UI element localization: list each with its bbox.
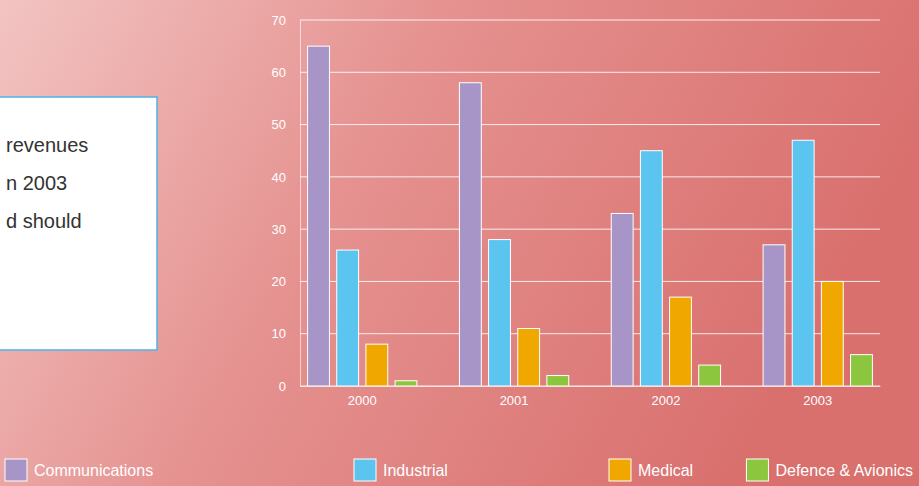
y-tick: 20 (272, 274, 300, 289)
bar (489, 240, 511, 386)
y-tick-label: 10 (272, 326, 286, 341)
x-tick: 2003 (803, 386, 832, 408)
y-tick-label: 0 (279, 379, 286, 394)
y-axis-line (300, 21, 301, 387)
annotation-text: d should (6, 210, 82, 232)
y-tick-label: 40 (272, 170, 286, 185)
x-tick: 2000 (348, 386, 377, 408)
y-tick: 0 (279, 379, 300, 394)
bar (611, 213, 633, 386)
bar (395, 381, 417, 386)
bar (337, 250, 359, 386)
bar (851, 355, 873, 386)
legend-label: Defence & Avionics (775, 462, 913, 479)
chart: 0 10 20 30 40 50 60 70 2000 2001 2002 2003 revenues n… (0, 0, 919, 486)
bar (699, 365, 721, 386)
legend-swatch (5, 459, 27, 481)
legend-item: Defence & Avionics (746, 459, 913, 481)
grid-line (300, 124, 880, 125)
bar (670, 297, 692, 386)
bar-series (308, 46, 785, 386)
annotation-box (0, 97, 157, 350)
x-axis: 2000 2001 2002 2003 (301, 386, 881, 408)
y-tick-label: 50 (272, 117, 286, 132)
y-tick: 50 (272, 117, 300, 132)
grid-line (300, 72, 880, 73)
x-tick-label: 2003 (803, 393, 832, 408)
y-tick-label: 70 (272, 13, 286, 28)
bar (366, 344, 388, 386)
bar (792, 140, 814, 386)
bar-series (366, 281, 843, 386)
legend: Communications Industrial Medical Defence &… (5, 459, 913, 481)
bar-series (395, 355, 872, 386)
bars (308, 46, 873, 386)
y-axis: 0 10 20 30 40 50 60 70 (272, 13, 301, 394)
legend-item: Medical (609, 459, 693, 481)
x-tick-label: 2000 (348, 393, 377, 408)
bar (459, 83, 481, 386)
legend-label: Industrial (383, 462, 448, 479)
legend-swatch (609, 459, 631, 481)
x-tick-label: 2002 (651, 393, 680, 408)
bar (308, 46, 330, 386)
legend-item: Industrial (354, 459, 448, 481)
x-tick-label: 2001 (500, 393, 529, 408)
x-tick: 2001 (500, 386, 529, 408)
annotation-text: revenues (6, 134, 88, 156)
legend-label: Medical (638, 462, 693, 479)
x-axis-line (301, 386, 881, 387)
y-tick-label: 30 (272, 222, 286, 237)
legend-item: Communications (5, 459, 153, 481)
annotation-text: n 2003 (6, 172, 67, 194)
y-tick-label: 60 (272, 65, 286, 80)
y-tick: 60 (272, 65, 300, 80)
grid (300, 20, 880, 386)
y-tick: 70 (272, 13, 300, 28)
bar (518, 328, 540, 386)
y-tick-label: 20 (272, 274, 286, 289)
y-tick: 40 (272, 170, 300, 185)
bar-series (337, 140, 814, 386)
bar (763, 245, 785, 386)
y-tick: 30 (272, 222, 300, 237)
legend-label: Communications (34, 462, 153, 479)
y-tick: 10 (272, 326, 300, 341)
bar (547, 376, 569, 386)
x-tick: 2002 (651, 386, 680, 408)
annotation: revenues n 2003 d should (0, 97, 157, 350)
legend-swatch (354, 459, 376, 481)
legend-swatch (746, 459, 768, 481)
bar (821, 281, 843, 386)
bar (640, 151, 662, 386)
grid-line (300, 20, 880, 21)
